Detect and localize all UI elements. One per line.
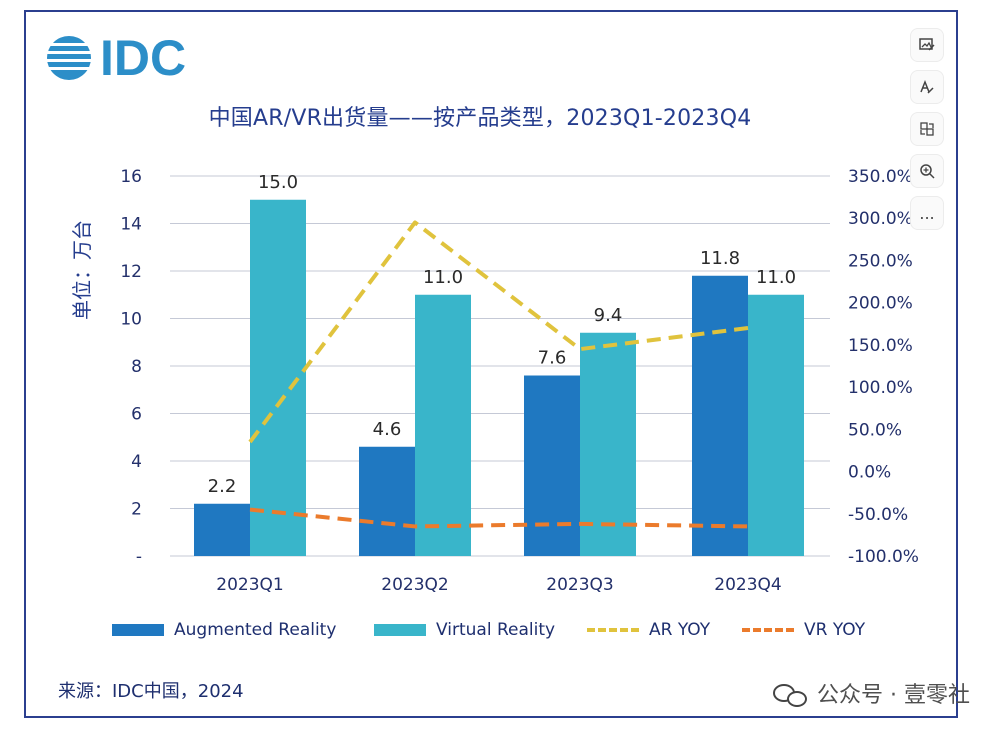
x-tick-label: 2023Q1 xyxy=(216,575,283,595)
legend-label-ar-yoy: AR YOY xyxy=(649,620,711,640)
right-tick-label: 350.0% xyxy=(848,167,913,187)
text-edit-button[interactable] xyxy=(910,70,944,104)
bar-augmented-reality xyxy=(194,503,250,556)
logo-globe-icon xyxy=(46,36,92,80)
logo-text: IDC xyxy=(100,30,186,86)
left-tick-label: 4 xyxy=(131,452,142,472)
left-tick-label: 8 xyxy=(131,357,142,377)
left-tick-label: 16 xyxy=(120,167,142,187)
left-tick-label: 12 xyxy=(120,262,142,282)
legend-swatch-virtual-reality xyxy=(374,624,426,636)
image-edit-button[interactable] xyxy=(910,28,944,62)
right-tick-label: -50.0% xyxy=(848,505,908,525)
line-ar-yoy xyxy=(248,220,749,444)
x-tick-label: 2023Q4 xyxy=(714,575,781,595)
bar-virtual-reality xyxy=(748,294,804,556)
bar-augmented-reality xyxy=(692,275,748,556)
right-tick-label: 250.0% xyxy=(848,251,913,271)
left-tick-label: 14 xyxy=(120,215,142,235)
x-tick-label: 2023Q2 xyxy=(381,575,448,595)
chart-title: 中国AR/VR出货量——按产品类型，2023Q1-2023Q4 xyxy=(208,106,752,131)
legend-item-augmented-reality: Augmented Reality xyxy=(112,616,336,644)
zoom-in-button[interactable] xyxy=(910,154,944,188)
bar-label-augmented-reality: 11.8 xyxy=(700,248,740,269)
legend-line-ar-yoy xyxy=(587,628,639,632)
idc-logo: IDC xyxy=(44,30,214,86)
left-tick-label: 10 xyxy=(120,310,142,330)
legend-line-vr-yoy xyxy=(742,628,794,632)
legend-label-augmented-reality: Augmented Reality xyxy=(174,620,337,640)
legend-item-ar-yoy: AR YOY xyxy=(587,616,710,644)
right-tick-label: 0.0% xyxy=(848,463,891,483)
x-tick-label: 2023Q3 xyxy=(546,575,613,595)
watermark: 公众号 · 壹零社 xyxy=(773,677,970,709)
right-tick-label: 150.0% xyxy=(848,336,913,356)
legend-item-virtual-reality: Virtual Reality xyxy=(374,616,555,644)
swap-icon xyxy=(920,122,934,136)
right-tick-label: 100.0% xyxy=(848,378,913,398)
source-note: 来源：IDC中国，2024 xyxy=(58,681,244,702)
legend-label-vr-yoy: VR YOY xyxy=(804,620,866,640)
side-toolbar: ... xyxy=(910,28,948,230)
bar-virtual-reality xyxy=(580,332,636,556)
left-tick-label: 6 xyxy=(131,405,142,425)
legend-label-virtual-reality: Virtual Reality xyxy=(436,620,556,640)
bar-label-augmented-reality: 4.6 xyxy=(373,419,402,440)
more-icon: ... xyxy=(919,203,935,223)
bar-augmented-reality xyxy=(524,375,580,556)
bar-label-augmented-reality: 7.6 xyxy=(538,348,567,369)
legend-swatch-augmented-reality xyxy=(112,624,164,636)
lines-layer xyxy=(248,220,749,529)
left-tick-label: - xyxy=(136,547,142,567)
swap-button[interactable] xyxy=(910,112,944,146)
more-button[interactable]: ... xyxy=(910,196,944,230)
text-edit-icon xyxy=(920,79,934,94)
right-tick-label: -100.0% xyxy=(848,547,919,567)
left-tick-label: 2 xyxy=(131,500,142,520)
bars-layer xyxy=(194,199,804,556)
legend-item-vr-yoy: VR YOY xyxy=(742,616,865,644)
zoom-in-icon xyxy=(920,164,935,179)
bar-label-virtual-reality: 15.0 xyxy=(258,172,298,193)
legend: Augmented Reality Virtual Reality AR YOY… xyxy=(112,616,872,644)
bar-label-virtual-reality: 11.0 xyxy=(423,267,463,288)
wechat-icon xyxy=(773,679,808,707)
image-edit-icon xyxy=(919,38,935,51)
line-vr-yoy xyxy=(249,507,749,529)
right-tick-label: 50.0% xyxy=(848,420,902,440)
watermark-text: 公众号 · 壹零社 xyxy=(817,683,970,708)
bar-virtual-reality xyxy=(415,294,471,556)
bar-augmented-reality xyxy=(359,446,415,556)
bar-label-virtual-reality: 9.4 xyxy=(594,305,623,326)
bar-label-virtual-reality: 11.0 xyxy=(756,267,796,288)
bar-label-augmented-reality: 2.2 xyxy=(208,476,237,497)
right-tick-label: 200.0% xyxy=(848,294,913,314)
labels-layer: 16 14 12 10 8 6 4 2 - 350.0% 300.0% 250.0% 200.0% 150… xyxy=(120,167,919,595)
right-tick-label: 300.0% xyxy=(848,209,913,229)
